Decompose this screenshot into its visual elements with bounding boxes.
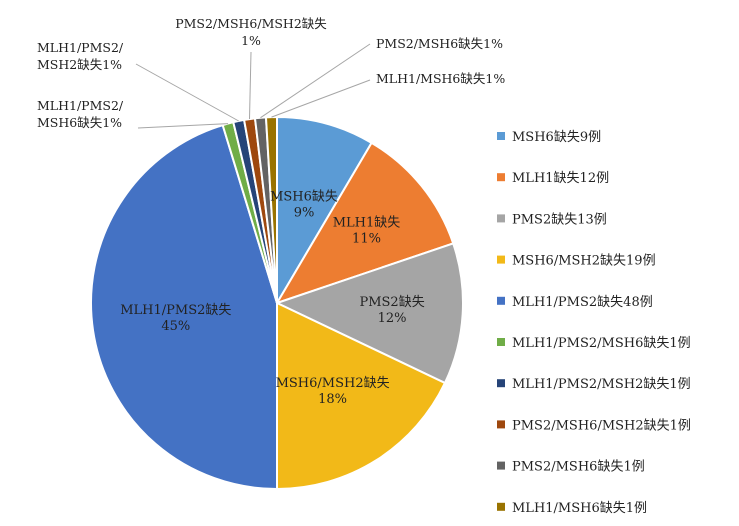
pie-slice-2 — [274, 141, 455, 305]
legend-entry-1: MSH6缺失9例 — [512, 130, 601, 145]
slice-label-3-line-1: PMS2缺失 — [359, 295, 424, 310]
callout-label-7-line-1: MLH1/PMS2/ — [37, 40, 124, 55]
callout-label-7-line-2: MSH2缺失1% — [37, 57, 122, 72]
legend-entry-7: MLH1/PMS2/MSH2缺失1例 — [512, 377, 691, 392]
pie-slice-4 — [276, 301, 447, 491]
legend-entry-2: MLH1缺失12例 — [512, 171, 609, 186]
callout-label-8-line-1: PMS2/MSH6/MSH2缺失 — [175, 16, 327, 31]
slice-label-2-line-1: MLH1缺失 — [333, 215, 401, 230]
slice-label-5-line-2: 45% — [161, 319, 190, 334]
slice-label-5-line-1: MLH1/PMS2缺失 — [120, 303, 231, 318]
legend-swatch-5 — [497, 296, 505, 305]
legend-swatch-2 — [497, 173, 505, 182]
legend-entry-6: MLH1/PMS2/MSH6缺失1例 — [512, 336, 691, 351]
legend-entry-3: PMS2缺失13例 — [512, 212, 607, 227]
slice-label-2-line-2: 11% — [352, 231, 381, 246]
callout-label-6-line-1: MLH1/PMS2/ — [37, 98, 124, 113]
legend-swatch-4 — [497, 255, 505, 264]
legend-swatch-1 — [497, 132, 505, 140]
legend-swatch-8 — [497, 420, 505, 429]
slice-label-4-line-1: MSH6/MSH2缺失 — [276, 376, 390, 391]
legend-swatch-6 — [497, 338, 505, 346]
pie-slice-3 — [274, 242, 464, 385]
pie-slice-5 — [90, 123, 278, 491]
callout-label-6-line-2: MSH6缺失1% — [37, 115, 122, 130]
legend-entry-8: PMS2/MSH6/MSH2缺失1例 — [512, 418, 691, 433]
slice-label-1-line-2: 9% — [294, 205, 315, 220]
slice-label-4-line-2: 18% — [318, 392, 347, 407]
legend-swatch-9 — [497, 461, 505, 470]
slice-label-1-line-1: MSH6缺失 — [270, 189, 338, 204]
callout-label-10-line-1: MLH1/MSH6缺失1% — [376, 71, 505, 86]
callout-label-9-line-1: PMS2/MSH6缺失1% — [376, 36, 503, 51]
leader-line-7 — [135, 63, 239, 122]
callout-label-8-line-2: 1% — [241, 33, 261, 48]
legend-swatch-7 — [497, 379, 505, 388]
legend-swatch-3 — [497, 214, 505, 223]
legend-entry-4: MSH6/MSH2缺失19例 — [512, 254, 656, 269]
leader-line-6 — [137, 123, 229, 129]
legend-entry-9: PMS2/MSH6缺失1例 — [512, 460, 645, 475]
legend-swatch-10 — [497, 502, 505, 511]
legend-entry-5: MLH1/PMS2缺失48例 — [512, 295, 653, 310]
callout-leader-lines — [135, 43, 371, 129]
legend: MSH6缺失9例 MLH1缺失12例 PMS2缺失13例 MSH6/MSH2缺失19例… — [497, 130, 691, 516]
pie-slice-10 — [264, 115, 278, 304]
pie-slice-1 — [276, 115, 373, 307]
leader-line-9 — [260, 43, 371, 119]
leader-line-10 — [271, 79, 371, 118]
legend-entry-10: MLH1/MSH6缺失1例 — [512, 501, 647, 516]
slice-label-3-line-2: 12% — [378, 311, 407, 326]
leader-line-8 — [249, 51, 252, 120]
